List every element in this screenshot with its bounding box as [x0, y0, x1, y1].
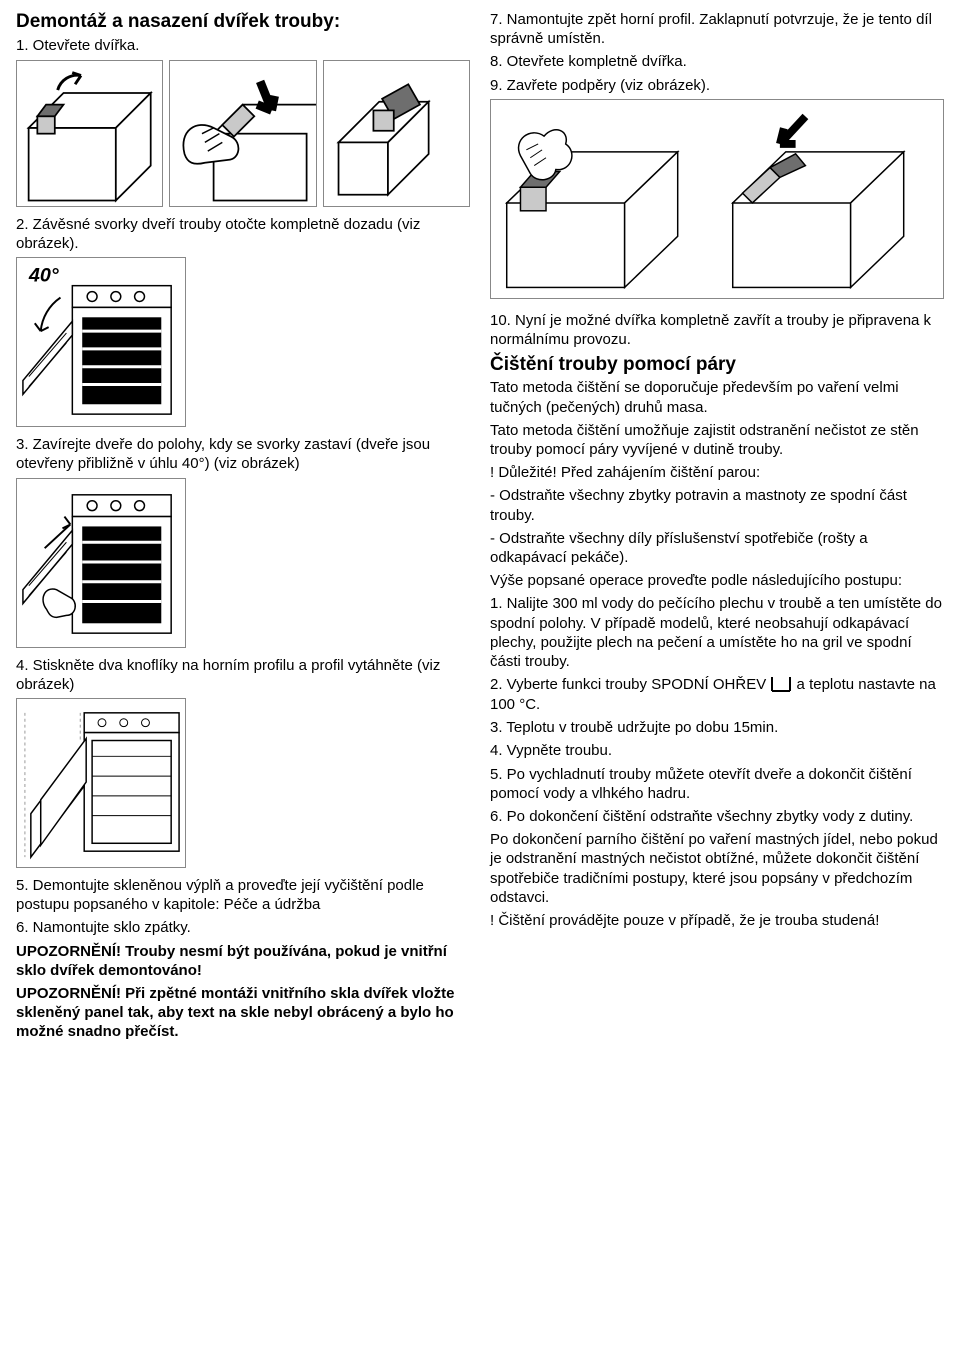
figure-close-supports [490, 99, 944, 299]
bottom-heat-icon [770, 675, 792, 695]
right-column: 7. Namontujte zpět horní profil. Zaklapn… [490, 10, 944, 1045]
step-1: 1. Otevřete dvířka. [16, 36, 470, 55]
step-2: 2. Závěsné svorky dveří trouby otočte ko… [16, 215, 470, 253]
figure-row-1 [16, 60, 470, 207]
clean-p11: 5. Po vychladnutí trouby můžete otevřít … [490, 765, 944, 803]
figure-hinge-flip [16, 60, 163, 207]
clean-p8a: 2. Vyberte funkci trouby SPODNÍ OHŘEV [490, 676, 770, 693]
left-column: Demontáž a nasazení dvířek trouby: 1. Ot… [16, 10, 470, 1045]
clean-p4: - Odstraňte všechny zbytky potravin a ma… [490, 486, 944, 524]
figure-40deg: 40° [16, 257, 186, 427]
warning-2: UPOZORNĚNÍ! Při zpětné montáži vnitřního… [16, 984, 470, 1042]
clean-p12: 6. Po dokončení čištění odstraňte všechn… [490, 807, 944, 826]
two-column-layout: Demontáž a nasazení dvířek trouby: 1. Ot… [16, 10, 944, 1045]
clean-p5: - Odstraňte všechny díly příslušenství s… [490, 529, 944, 567]
step-9: 9. Zavřete podpěry (viz obrázek). [490, 76, 944, 95]
step-3: 3. Zavírejte dveře do polohy, kdy se svo… [16, 435, 470, 473]
clean-p14: ! Čištění provádějte pouze v případě, že… [490, 911, 944, 930]
section-title: Demontáž a nasazení dvířek trouby: [16, 10, 470, 34]
clean-p6: Výše popsané operace proveďte podle násl… [490, 571, 944, 590]
clean-p9: 3. Teplotu v troubě udržujte po dobu 15m… [490, 718, 944, 737]
clean-p3: ! Důležité! Před zahájením čištění parou… [490, 463, 944, 482]
figure-hinge-hand [169, 60, 316, 207]
figure-hinge-closeup [323, 60, 470, 207]
cleaning-title: Čištění trouby pomocí páry [490, 353, 944, 377]
step-8: 8. Otevřete kompletně dvířka. [490, 52, 944, 71]
step-10: 10. Nyní je možné dvířka kompletně zavří… [490, 311, 944, 349]
figure-remove-glass [16, 698, 186, 868]
clean-p7: 1. Nalijte 300 ml vody do pečícího plech… [490, 594, 944, 671]
clean-p1: Tato metoda čištění se doporučuje předev… [490, 378, 944, 416]
figure-pull-profile [16, 478, 186, 648]
step-4: 4. Stiskněte dva knoflíky na horním prof… [16, 656, 470, 694]
clean-p2: Tato metoda čištění umožňuje zajistit od… [490, 421, 944, 459]
angle-label: 40° [28, 265, 59, 287]
warning-1: UPOZORNĚNÍ! Trouby nesmí být používána, … [16, 942, 470, 980]
clean-p13: Po dokončení parního čištění po vaření m… [490, 830, 944, 907]
clean-p8: 2. Vyberte funkci trouby SPODNÍ OHŘEV a … [490, 675, 944, 714]
clean-p10: 4. Vypněte troubu. [490, 741, 944, 760]
step-7: 7. Namontujte zpět horní profil. Zaklapn… [490, 10, 944, 48]
step-6: 6. Namontujte sklo zpátky. [16, 918, 470, 937]
step-5: 5. Demontujte skleněnou výplň a proveďte… [16, 876, 470, 914]
